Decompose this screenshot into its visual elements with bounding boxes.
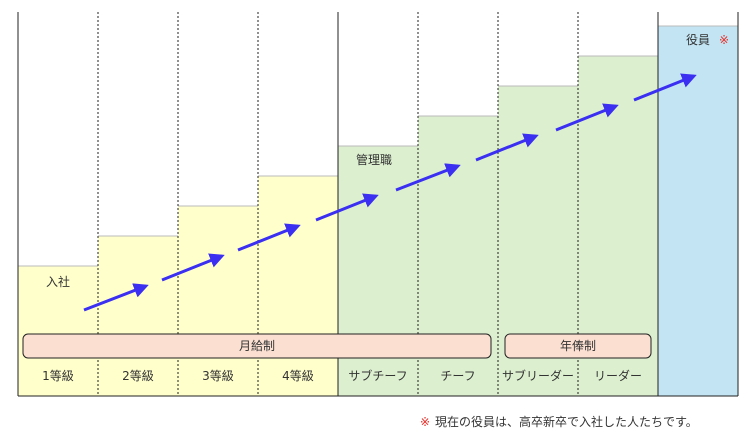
management-annotation: 管理職	[356, 152, 392, 167]
entry-annotation: 入社	[46, 274, 70, 289]
annual-salary-band	[504, 333, 652, 359]
step-2-fill	[98, 236, 178, 396]
growth-arrow	[555, 103, 619, 132]
growth-arrow	[633, 73, 697, 102]
level-label: 1等級	[42, 369, 74, 383]
growth-arrow	[161, 253, 225, 282]
footnote-mark: ※	[420, 415, 430, 429]
dotted-separators	[97, 12, 579, 396]
level-label: リーダー	[594, 368, 642, 383]
monthly-salary-label: 月給制	[239, 339, 275, 353]
step-1-fill	[18, 266, 98, 396]
executive-annotation: 役員	[686, 32, 710, 47]
monthly-salary-band	[22, 333, 492, 359]
growth-arrow	[475, 133, 539, 162]
growth-arrow	[315, 193, 379, 222]
annual-salary-label: 年俸制	[560, 339, 596, 353]
step-9-fill	[658, 26, 738, 396]
step-top-edges	[18, 25, 738, 267]
footnote-text: 現在の役員は、高卒新卒で入社した人たちです。	[435, 414, 698, 429]
step-4-fill	[258, 176, 338, 396]
level-label: サブリーダー	[502, 368, 574, 383]
step-3-fill	[178, 206, 258, 396]
level-label: 4等級	[282, 369, 314, 383]
growth-arrow	[395, 163, 461, 192]
frame-lines	[17, 12, 739, 397]
growth-arrow	[237, 223, 301, 252]
level-label: 2等級	[122, 369, 154, 383]
level-label: 3等級	[202, 369, 234, 383]
growth-arrow	[83, 283, 149, 312]
level-label: チーフ	[440, 369, 475, 383]
level-label: サブチーフ	[348, 368, 407, 383]
executive-mark: ※	[719, 33, 729, 47]
